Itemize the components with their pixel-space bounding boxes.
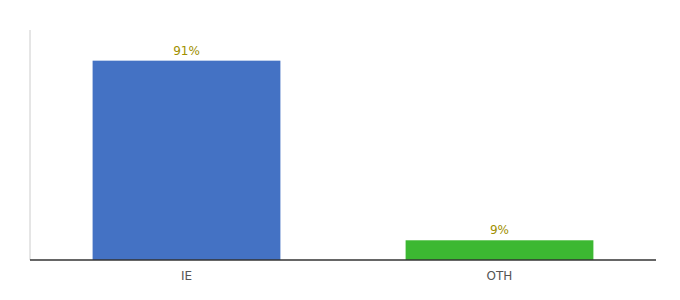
y-axis-line bbox=[30, 30, 31, 260]
chart: IE OTH 91% 9% bbox=[0, 0, 680, 300]
bar bbox=[93, 61, 281, 260]
data-label: 9% bbox=[490, 223, 509, 237]
plot: IE OTH 91% 9% bbox=[30, 30, 656, 283]
x-tick-label: IE bbox=[181, 269, 192, 283]
data-label: 91% bbox=[173, 44, 200, 58]
bars bbox=[93, 61, 594, 260]
chart-container: IE OTH 91% 9% bbox=[0, 0, 680, 300]
x-tick-label: OTH bbox=[487, 269, 513, 283]
x-axis-line bbox=[30, 259, 656, 261]
bar bbox=[406, 240, 594, 260]
